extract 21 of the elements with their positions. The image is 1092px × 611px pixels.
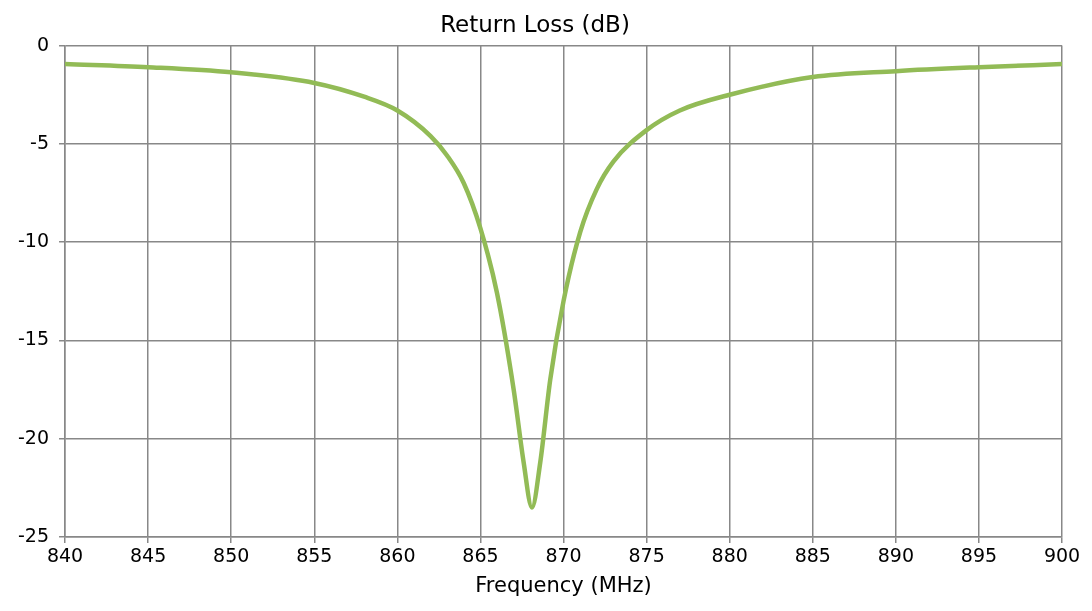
y-tick-label: -10 (17, 229, 50, 252)
x-tick-label: 875 (628, 544, 665, 567)
y-tick-label: -20 (17, 425, 50, 448)
x-tick-label: 865 (462, 544, 499, 567)
y-tick-label: -5 (30, 130, 50, 153)
y-tick-label: 0 (36, 32, 50, 55)
x-tick-label: 890 (877, 544, 914, 567)
x-tick-label: 840 (46, 544, 84, 567)
x-tick-label: 850 (213, 544, 250, 567)
x-tick-label: 880 (711, 544, 748, 567)
x-tick-label: 870 (545, 544, 582, 567)
x-tick-label: 895 (960, 544, 998, 567)
x-tick-label: 855 (296, 544, 333, 567)
y-tick-label: -15 (17, 327, 50, 350)
y-tick-label: -25 (17, 523, 50, 546)
x-tick-label: 900 (1043, 544, 1081, 567)
x-axis-title: Frequency (MHz) (475, 572, 652, 597)
x-tick-label: 860 (379, 544, 416, 567)
x-tick-label: 885 (794, 544, 831, 567)
chart-title: Return Loss (dB) (440, 10, 630, 37)
x-tick-label: 845 (129, 544, 167, 567)
